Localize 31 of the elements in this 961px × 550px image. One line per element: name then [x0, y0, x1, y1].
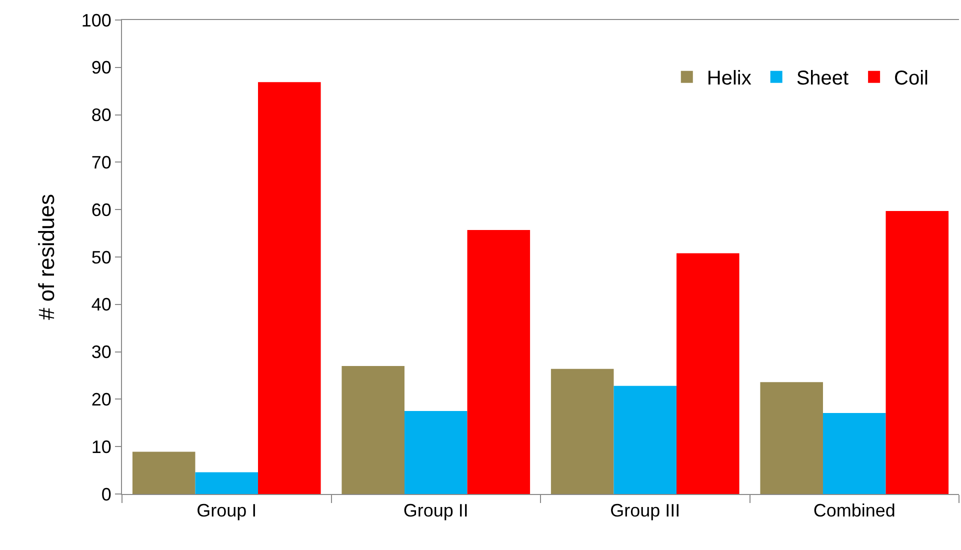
legend-label: Sheet [796, 68, 850, 90]
y-tick-label: 20 [91, 390, 112, 410]
bar [886, 211, 949, 494]
y-tick-label: 100 [81, 10, 112, 30]
y-axis-title: # of residues [34, 194, 60, 320]
bar [822, 412, 886, 494]
bar [258, 82, 321, 494]
x-tick-label: Group I [196, 500, 257, 521]
y-tick-label: 70 [91, 152, 112, 172]
y-tick-label: 80 [91, 105, 112, 126]
bar [404, 411, 468, 494]
bar [676, 253, 740, 494]
bar [132, 452, 196, 494]
bar [760, 382, 823, 494]
legend-label: Helix [706, 68, 752, 90]
x-tick-label: Combined [813, 500, 896, 521]
bar [195, 472, 258, 494]
y-tick-label: 60 [91, 200, 112, 220]
y-tick-label: 90 [91, 58, 112, 78]
bar [550, 368, 614, 494]
legend-label: Coil [894, 68, 929, 90]
y-tick-label: 50 [91, 247, 112, 268]
y-tick-label: 40 [91, 294, 112, 315]
x-tick-label: Group II [403, 500, 468, 521]
y-tick-label: 30 [91, 342, 112, 362]
y-tick-label: 10 [91, 436, 112, 457]
bar [342, 366, 404, 494]
bar [467, 230, 530, 494]
bar [614, 386, 677, 494]
y-tick-label: 0 [101, 484, 112, 504]
x-tick-label: Group III [610, 500, 680, 521]
